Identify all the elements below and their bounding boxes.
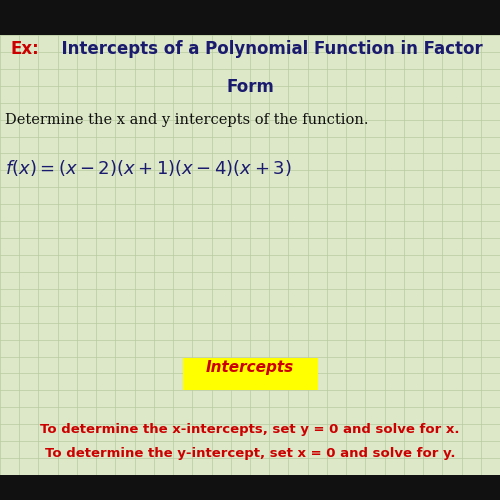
- Text: To determine the x-intercepts, set y = 0 and solve for x.: To determine the x-intercepts, set y = 0…: [40, 422, 460, 436]
- Text: Intercepts: Intercepts: [206, 360, 294, 375]
- Text: Ex:: Ex:: [10, 40, 39, 58]
- Bar: [182, 358, 318, 390]
- Text: $f(x) = (x-2)(x+1)(x-4)(x+3)$: $f(x) = (x-2)(x+1)(x-4)(x+3)$: [5, 158, 292, 178]
- Text: Intercepts of a Polynomial Function in Factor: Intercepts of a Polynomial Function in F…: [50, 40, 483, 58]
- Text: Determine the x and y intercepts of the function.: Determine the x and y intercepts of the …: [5, 112, 368, 126]
- Text: To determine the y-intercept, set x = 0 and solve for y.: To determine the y-intercept, set x = 0 …: [45, 448, 455, 460]
- Bar: [0, 0, 500, 35]
- Text: Form: Form: [226, 78, 274, 96]
- Bar: [0, 475, 500, 500]
